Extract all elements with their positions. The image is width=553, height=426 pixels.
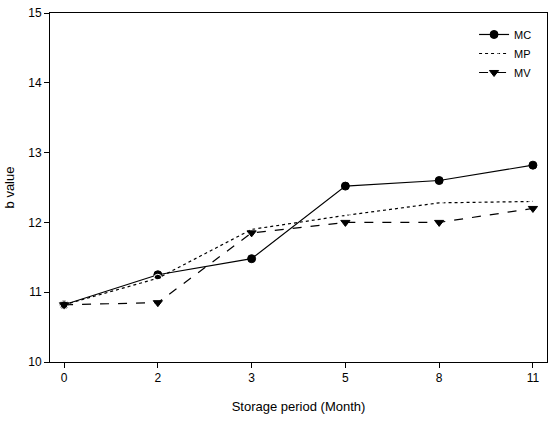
- svg-text:MP: MP: [514, 48, 531, 60]
- svg-text:12: 12: [28, 216, 42, 230]
- svg-text:13: 13: [28, 146, 42, 160]
- svg-text:0: 0: [61, 371, 68, 385]
- svg-text:11: 11: [29, 285, 42, 299]
- svg-text:b value: b value: [2, 167, 17, 209]
- svg-text:3: 3: [248, 371, 255, 385]
- svg-text:MC: MC: [514, 29, 531, 41]
- svg-text:MV: MV: [514, 67, 531, 79]
- svg-text:15: 15: [28, 6, 42, 20]
- svg-text:5: 5: [342, 371, 349, 385]
- svg-text:10: 10: [28, 355, 42, 369]
- svg-text:8: 8: [436, 371, 443, 385]
- svg-text:Storage period (Month): Storage period (Month): [232, 399, 366, 414]
- svg-text:14: 14: [28, 76, 42, 90]
- svg-text:11: 11: [527, 371, 540, 385]
- svg-text:2: 2: [154, 371, 161, 385]
